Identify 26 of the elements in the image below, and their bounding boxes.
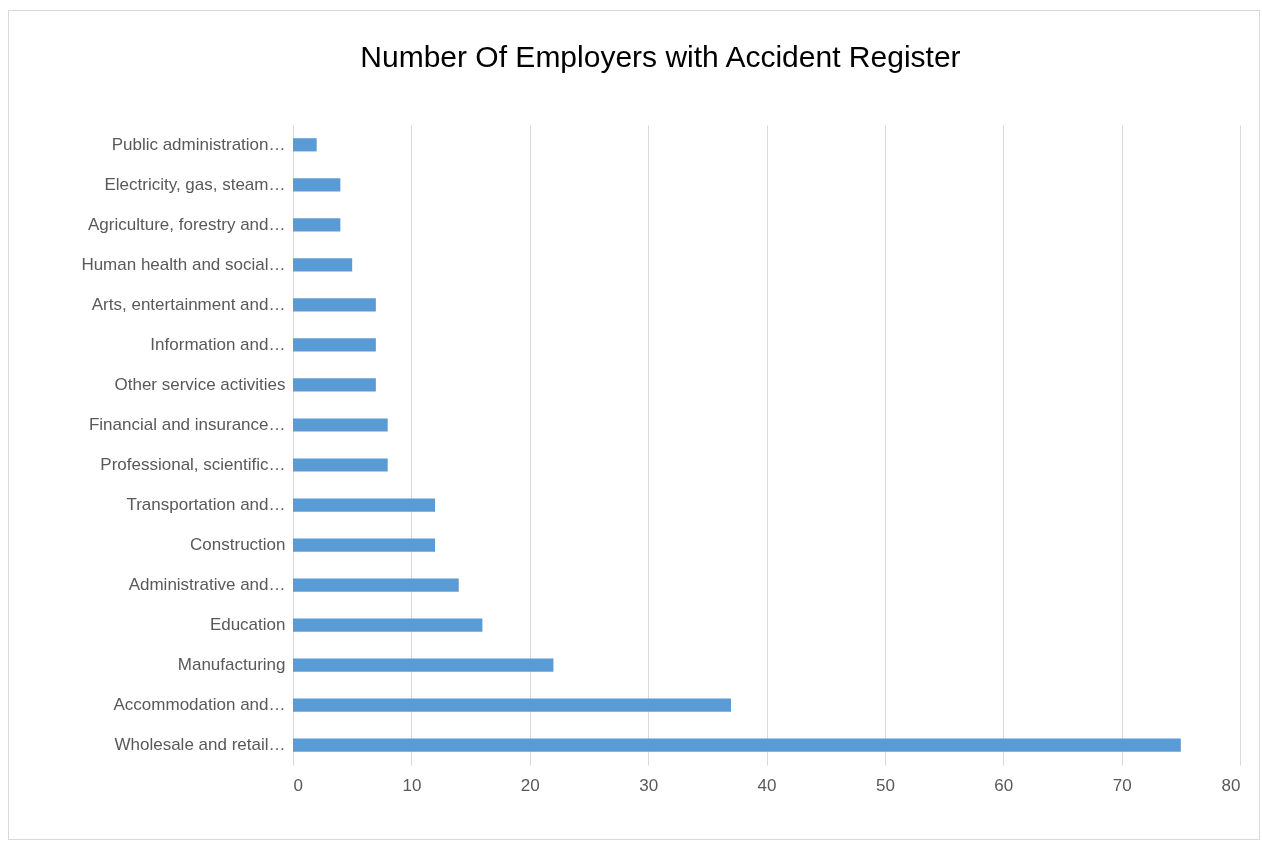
x-tick-label: 60 bbox=[994, 775, 1014, 795]
y-tick-label: Transportation and… bbox=[126, 495, 286, 515]
y-tick-label: Information and… bbox=[150, 334, 286, 354]
y-tick-label: Accommodation and… bbox=[113, 695, 286, 715]
y-tick-label: Agriculture, forestry and… bbox=[88, 214, 286, 234]
y-tick-label: Construction bbox=[190, 535, 286, 555]
x-tick-label: 0 bbox=[293, 775, 303, 795]
x-tick-label: 80 bbox=[1221, 775, 1241, 795]
y-tick-label: Financial and insurance… bbox=[88, 414, 286, 434]
y-tick-label: Education bbox=[209, 615, 286, 635]
y-tick-label: Wholesale and retail… bbox=[114, 735, 286, 755]
y-tick-label: Human health and social… bbox=[81, 254, 286, 274]
x-tick-label: 20 bbox=[520, 775, 540, 795]
x-tick-label: 30 bbox=[639, 775, 659, 795]
y-tick-label: Administrative and… bbox=[128, 575, 286, 595]
y-tick-label: Professional, scientific… bbox=[100, 455, 286, 475]
y-tick-label: Electricity, gas, steam… bbox=[104, 174, 286, 194]
y-tick-label: Public administration… bbox=[111, 134, 286, 154]
x-tick-label: 50 bbox=[875, 775, 895, 795]
x-tick-label: 70 bbox=[1112, 775, 1132, 795]
chart-title: Number Of Employers with Accident Register bbox=[360, 40, 961, 73]
x-tick-label: 40 bbox=[757, 775, 777, 795]
y-tick-label: Other service activities bbox=[114, 374, 286, 394]
y-tick-label: Arts, entertainment and… bbox=[91, 294, 286, 314]
y-tick-label: Manufacturing bbox=[177, 655, 286, 675]
x-tick-label: 10 bbox=[402, 775, 422, 795]
